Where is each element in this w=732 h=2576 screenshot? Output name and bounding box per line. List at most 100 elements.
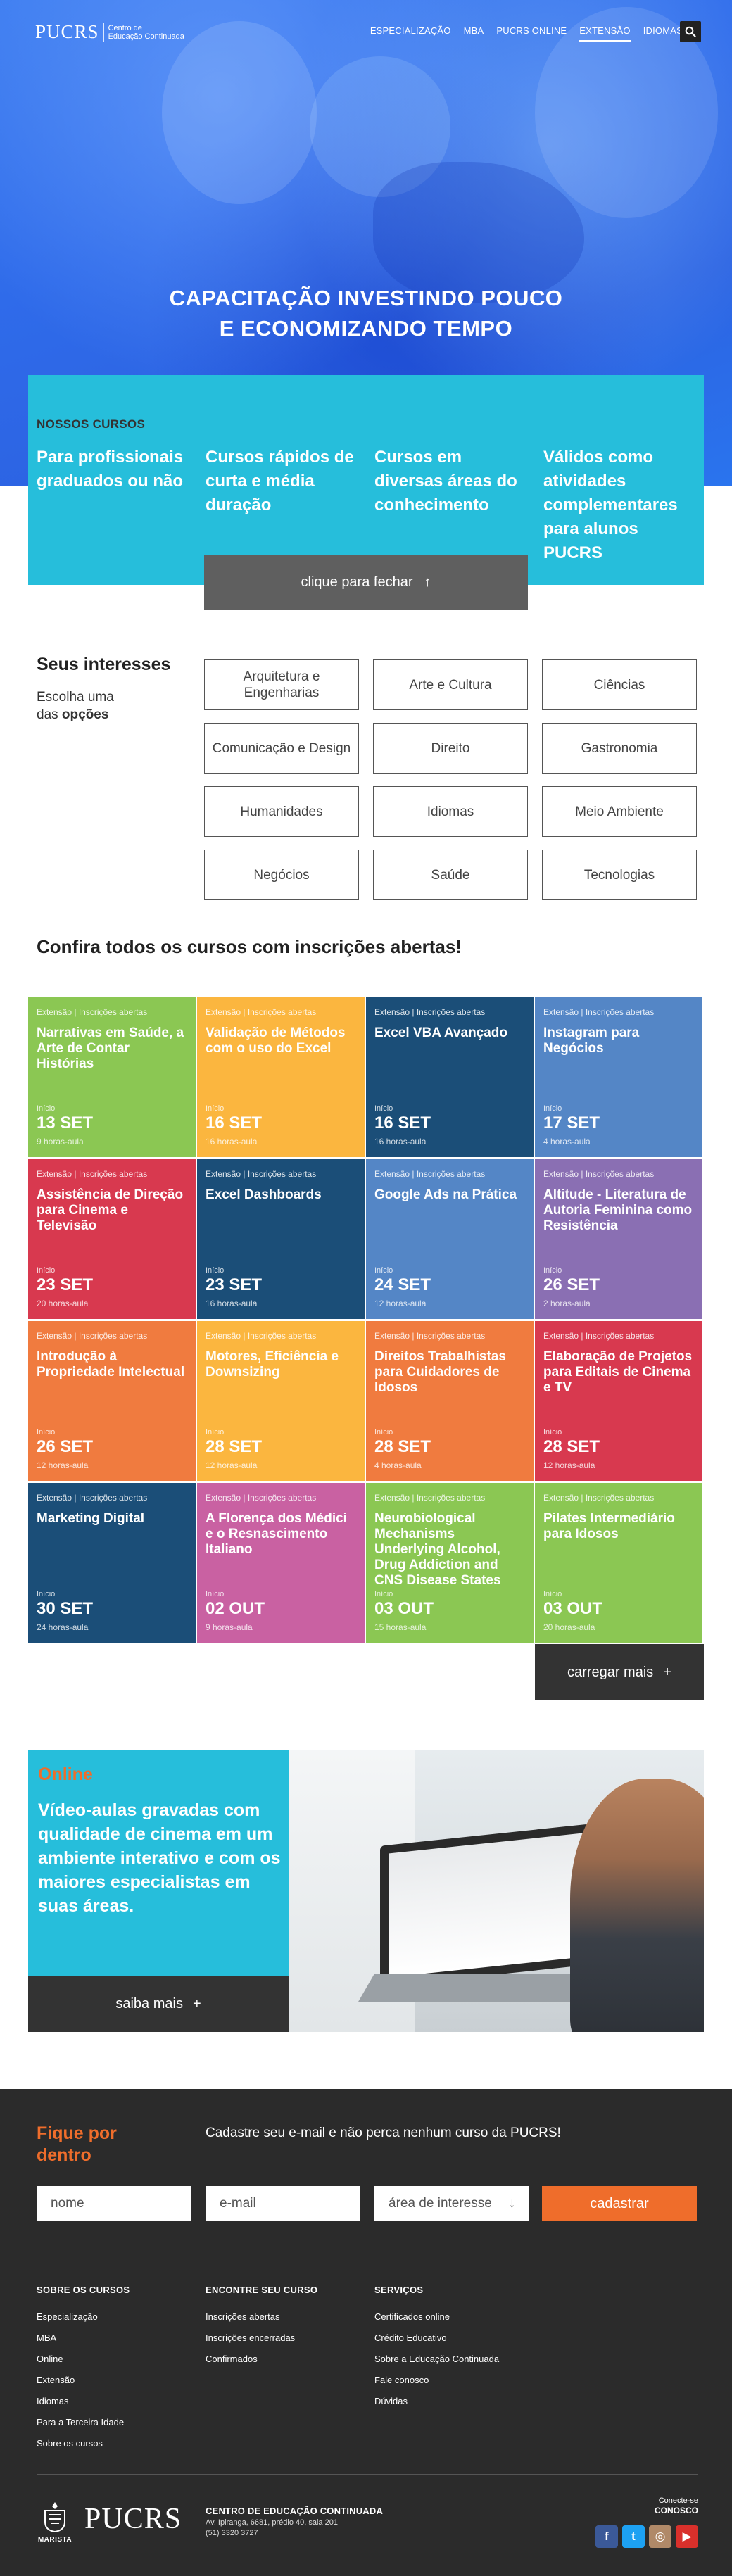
course-hours: 24 horas-aula: [37, 1622, 89, 1632]
interest-chip[interactable]: Gastronomia: [542, 723, 697, 774]
youtube-icon[interactable]: ▶: [676, 2525, 698, 2548]
course-card[interactable]: Extensão | Inscrições abertas Altitude - …: [535, 1159, 702, 1319]
footer-link[interactable]: Inscrições encerradas: [206, 2332, 296, 2343]
course-hours: 9 horas-aula: [37, 1137, 84, 1147]
course-title: Excel Dashboards: [206, 1187, 322, 1202]
nav-idiomas[interactable]: IDIOMAS: [643, 25, 683, 36]
course-tag: Extensão | Inscrições abertas: [206, 1169, 317, 1179]
interest-chip[interactable]: Arquitetura e Engenharias: [204, 659, 359, 710]
footer-link[interactable]: Online: [37, 2354, 63, 2364]
load-more-button[interactable]: carregar mais +: [535, 1644, 704, 1700]
footer-logo[interactable]: MARISTA PUCRS: [35, 2494, 182, 2544]
footer-link[interactable]: Confirmados: [206, 2354, 258, 2364]
plus-icon: +: [192, 1995, 201, 2012]
footer-link[interactable]: Idiomas: [37, 2396, 69, 2406]
course-start-label: Início: [206, 1266, 225, 1275]
course-card[interactable]: Extensão | Inscrições abertas Motores, Ef…: [197, 1321, 365, 1481]
interest-chip[interactable]: Direito: [373, 723, 528, 774]
name-input[interactable]: nome: [37, 2186, 191, 2221]
footer-link[interactable]: Especialização: [37, 2311, 98, 2322]
interest-chip[interactable]: Arte e Cultura: [373, 659, 528, 710]
interest-chip[interactable]: Ciências: [542, 659, 697, 710]
course-card[interactable]: Extensão | Inscrições abertas Google Ads …: [366, 1159, 534, 1319]
course-title: Pilates Intermediário para Idosos: [543, 1511, 675, 1541]
close-panel-button[interactable]: clique para fechar ↑: [204, 555, 528, 610]
course-card[interactable]: Extensão | Inscrições abertas Direitos Tr…: [366, 1321, 534, 1481]
interest-chip[interactable]: Saúde: [373, 850, 528, 900]
newsletter-text: Cadastre seu e-mail e não perca nenhum c…: [206, 2126, 561, 2140]
course-card[interactable]: Extensão | Inscrições abertas Narrativas …: [28, 997, 196, 1157]
course-title: Assistência de Direção para Cinema e Tel…: [37, 1187, 184, 1233]
course-card[interactable]: Extensão | Inscrições abertas Elaboração …: [535, 1321, 702, 1481]
course-start-label: Início: [37, 1428, 56, 1437]
area-select[interactable]: área de interesse ↓: [374, 2186, 529, 2221]
interest-chip[interactable]: Humanidades: [204, 786, 359, 837]
instagram-icon[interactable]: ◎: [649, 2525, 671, 2548]
online-description: Vídeo-aulas gravadas com qualidade de ci…: [38, 1800, 281, 1916]
email-placeholder: e-mail: [220, 2196, 256, 2211]
footer-link[interactable]: Dúvidas: [374, 2396, 408, 2406]
search-button[interactable]: [680, 21, 701, 42]
interest-chip[interactable]: Comunicação e Design: [204, 723, 359, 774]
email-input[interactable]: e-mail: [206, 2186, 360, 2221]
course-card[interactable]: Extensão | Inscrições abertas Neurobiolog…: [366, 1483, 534, 1643]
course-date: 28 SET: [206, 1437, 263, 1456]
interest-chip[interactable]: Tecnologias: [542, 850, 697, 900]
course-card[interactable]: Extensão | Inscrições abertas Instagram p…: [535, 997, 702, 1157]
course-title: Narrativas em Saúde, a Arte de Contar Hi…: [37, 1025, 184, 1071]
course-tag: Extensão | Inscrições abertas: [374, 1493, 486, 1503]
subscribe-button[interactable]: cadastrar: [542, 2186, 697, 2221]
facebook-icon[interactable]: f: [595, 2525, 618, 2548]
course-title: Google Ads na Prática: [374, 1187, 517, 1202]
course-card[interactable]: Extensão | Inscrições abertas Pilates Int…: [535, 1483, 702, 1643]
course-card[interactable]: Extensão | Inscrições abertas A Florença …: [197, 1483, 365, 1643]
course-start-label: Início: [543, 1104, 562, 1113]
footer-link[interactable]: Fale conosco: [374, 2375, 429, 2385]
online-promo-panel: Online Vídeo-aulas gravadas com qualidad…: [28, 1750, 289, 1976]
nav-extensao[interactable]: EXTENSÃO: [579, 25, 631, 42]
area-placeholder: área de interesse: [389, 2196, 492, 2211]
close-panel-label: clique para fechar: [301, 574, 413, 590]
nav-mba[interactable]: MBA: [463, 25, 484, 36]
course-date: 30 SET: [37, 1599, 94, 1618]
online-photo: [289, 1750, 704, 2032]
social-links: f t ◎ ▶: [595, 2525, 698, 2548]
twitter-icon[interactable]: t: [622, 2525, 645, 2548]
course-date: 02 OUT: [206, 1599, 265, 1618]
course-hours: 20 horas-aula: [37, 1299, 89, 1308]
interests-subtitle-line: das: [37, 707, 62, 722]
connect-label: Conecte-se CONOSCO: [655, 2496, 698, 2516]
logo-subtitle-line: Centro de: [108, 23, 142, 32]
interest-chip[interactable]: Negócios: [204, 850, 359, 900]
footer-link[interactable]: Extensão: [37, 2375, 75, 2385]
nav-pucrs-online[interactable]: PUCRS ONLINE: [496, 25, 567, 36]
address-title: CENTRO DE EDUCAÇÃO CONTINUADA: [206, 2506, 384, 2516]
footer-link[interactable]: Para a Terceira Idade: [37, 2417, 125, 2427]
footer-link[interactable]: Sobre a Educação Continuada: [374, 2354, 500, 2364]
course-card[interactable]: Extensão | Inscrições abertas Excel VBA A…: [366, 997, 534, 1157]
footer-brand: PUCRS: [84, 2503, 182, 2535]
footer-link[interactable]: Certificados online: [374, 2311, 450, 2322]
course-card[interactable]: Extensão | Inscrições abertas Assistência…: [28, 1159, 196, 1319]
course-title: Direitos Trabalhistas para Cuidadores de…: [374, 1349, 506, 1395]
course-card[interactable]: Extensão | Inscrições abertas Marketing D…: [28, 1483, 196, 1643]
course-card[interactable]: Extensão | Inscrições abertas Validação d…: [197, 997, 365, 1157]
logo-brand: PUCRS: [35, 21, 99, 42]
course-hours: 2 horas-aula: [543, 1299, 591, 1308]
course-date: 28 SET: [543, 1437, 600, 1456]
learn-more-button[interactable]: saiba mais +: [28, 1976, 289, 2032]
footer-link[interactable]: Sobre os cursos: [37, 2438, 103, 2449]
footer-link[interactable]: MBA: [37, 2332, 57, 2343]
pucrs-logo[interactable]: PUCRS Centro de Educação Continuada: [35, 21, 184, 43]
hero-photo-person: [535, 7, 718, 218]
course-card[interactable]: Extensão | Inscrições abertas Introdução …: [28, 1321, 196, 1481]
nav-especializacao[interactable]: ESPECIALIZAÇÃO: [370, 25, 451, 36]
footer-link[interactable]: Inscrições abertas: [206, 2311, 280, 2322]
footer-link[interactable]: Crédito Educativo: [374, 2332, 447, 2343]
learn-more-label: saiba mais: [115, 1995, 183, 2012]
hero-title-line: CAPACITAÇÃO INVESTINDO POUCO: [169, 286, 563, 310]
interest-chip[interactable]: Meio Ambiente: [542, 786, 697, 837]
course-card[interactable]: Extensão | Inscrições abertas Excel Dashb…: [197, 1159, 365, 1319]
interest-chip[interactable]: Idiomas: [373, 786, 528, 837]
crest-icon: [44, 2502, 65, 2533]
